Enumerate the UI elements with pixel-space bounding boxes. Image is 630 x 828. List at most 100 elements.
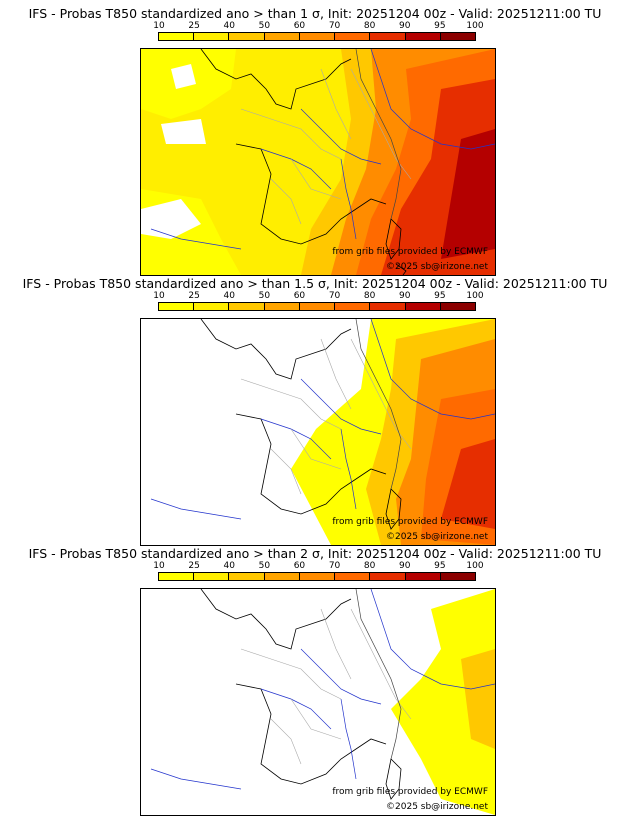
legend-label: 95 xyxy=(434,21,446,31)
coastline xyxy=(235,143,387,245)
legend-swatch xyxy=(194,303,230,310)
legend-label: 70 xyxy=(328,21,341,31)
panel-title: IFS - Probas T850 standardized ano > tha… xyxy=(28,546,602,561)
legend-label: 50 xyxy=(258,21,271,31)
legend-swatch xyxy=(264,573,300,580)
legend-label: 80 xyxy=(363,561,376,571)
region-borders xyxy=(320,608,412,720)
coastline xyxy=(200,49,352,110)
legend-swatch xyxy=(159,303,195,310)
legend-swatch xyxy=(194,573,230,580)
national-border xyxy=(355,49,402,220)
map-panel-2: IFS - Probas T850 standardized ano > tha… xyxy=(0,276,630,546)
map-panel-3: IFS - Probas T850 standardized ano > tha… xyxy=(0,546,630,816)
legend-swatch xyxy=(299,573,336,580)
river xyxy=(150,228,242,250)
legend-label: 80 xyxy=(363,21,376,31)
legend-label: 90 xyxy=(399,561,411,571)
river xyxy=(340,428,357,510)
panel-title: IFS - Probas T850 standardized ano > tha… xyxy=(22,276,608,291)
legend-swatch xyxy=(299,303,336,310)
region-borders xyxy=(320,68,412,180)
legend-swatch xyxy=(370,33,406,40)
island-corsica xyxy=(385,758,402,800)
legend-label: 25 xyxy=(188,291,200,301)
legend-label: 50 xyxy=(258,561,271,571)
legend-label: 40 xyxy=(223,561,235,571)
legend-label: 70 xyxy=(328,561,341,571)
legend-color-bar xyxy=(158,572,476,581)
probability-map: from grib files provided by ECMWF ©2025 … xyxy=(140,588,496,816)
legend-swatch xyxy=(335,33,371,40)
river xyxy=(150,768,242,790)
legend-label: 90 xyxy=(399,21,411,31)
legend-label: 100 xyxy=(466,561,484,571)
river xyxy=(370,589,495,690)
data-source-credit: from grib files provided by ECMWF xyxy=(332,517,488,527)
river xyxy=(370,49,495,150)
legend-label: 60 xyxy=(293,291,306,301)
national-border xyxy=(355,319,402,490)
region-borders xyxy=(240,378,342,495)
legend-label: 25 xyxy=(188,561,200,571)
prob-field-80 xyxy=(441,439,495,529)
copyright-credit: ©2025 sb@irizone.net xyxy=(386,532,488,542)
map-canvas xyxy=(141,589,495,815)
river xyxy=(260,418,332,460)
data-source-credit: from grib files provided by ECMWF xyxy=(332,247,488,257)
legend-swatch xyxy=(405,303,441,310)
river xyxy=(340,158,357,240)
river xyxy=(150,498,242,520)
prob-field-90 xyxy=(441,129,495,259)
color-legend: 10 25 40 50 60 70 80 90 95 100 xyxy=(153,291,484,315)
legend-color-bar xyxy=(158,302,476,311)
legend-swatch xyxy=(370,573,406,580)
legend-swatch xyxy=(229,303,265,310)
coastline xyxy=(200,589,352,650)
legend-label: 80 xyxy=(363,291,376,301)
river xyxy=(260,688,332,730)
legend-label: 10 xyxy=(153,21,165,31)
legend-swatch xyxy=(405,33,441,40)
color-legend: 10 25 40 50 60 70 80 90 95 100 xyxy=(153,21,484,45)
map-panel-1: IFS - Probas T850 standardized ano > tha… xyxy=(0,6,630,276)
legend-swatch xyxy=(440,33,475,40)
coastline xyxy=(235,413,387,515)
panel-title: IFS - Probas T850 standardized ano > tha… xyxy=(28,6,602,21)
legend-color-bar xyxy=(158,32,476,41)
map-canvas xyxy=(141,49,495,275)
legend-label: 25 xyxy=(188,21,200,31)
region-borders xyxy=(240,108,342,225)
prob-field-white xyxy=(161,119,206,144)
river xyxy=(260,148,332,190)
island-corsica xyxy=(385,488,402,530)
legend-label: 95 xyxy=(434,291,446,301)
national-border xyxy=(355,589,402,760)
legend-swatch xyxy=(370,303,406,310)
legend-swatch xyxy=(299,33,336,40)
color-legend: 10 25 40 50 60 70 80 90 95 100 xyxy=(153,561,484,585)
legend-label: 40 xyxy=(223,291,235,301)
coastline xyxy=(235,683,387,785)
legend-swatch xyxy=(229,573,265,580)
prob-field-10 xyxy=(391,589,495,815)
legend-label: 95 xyxy=(434,561,446,571)
legend-label: 60 xyxy=(293,561,306,571)
region-borders xyxy=(320,338,412,450)
legend-label: 50 xyxy=(258,291,271,301)
probability-map: from grib files provided by ECMWF ©2025 … xyxy=(140,48,496,276)
river xyxy=(300,108,382,165)
legend-swatch xyxy=(264,33,300,40)
legend-swatch xyxy=(159,33,195,40)
copyright-credit: ©2025 sb@irizone.net xyxy=(386,802,488,812)
legend-label: 100 xyxy=(466,291,484,301)
river xyxy=(370,319,495,420)
legend-swatch xyxy=(264,303,300,310)
copyright-credit: ©2025 sb@irizone.net xyxy=(386,262,488,272)
legend-swatch xyxy=(229,33,265,40)
legend-label: 70 xyxy=(328,291,341,301)
legend-label: 10 xyxy=(153,291,165,301)
data-source-credit: from grib files provided by ECMWF xyxy=(332,787,488,797)
river xyxy=(300,378,382,435)
island-corsica xyxy=(385,218,402,260)
